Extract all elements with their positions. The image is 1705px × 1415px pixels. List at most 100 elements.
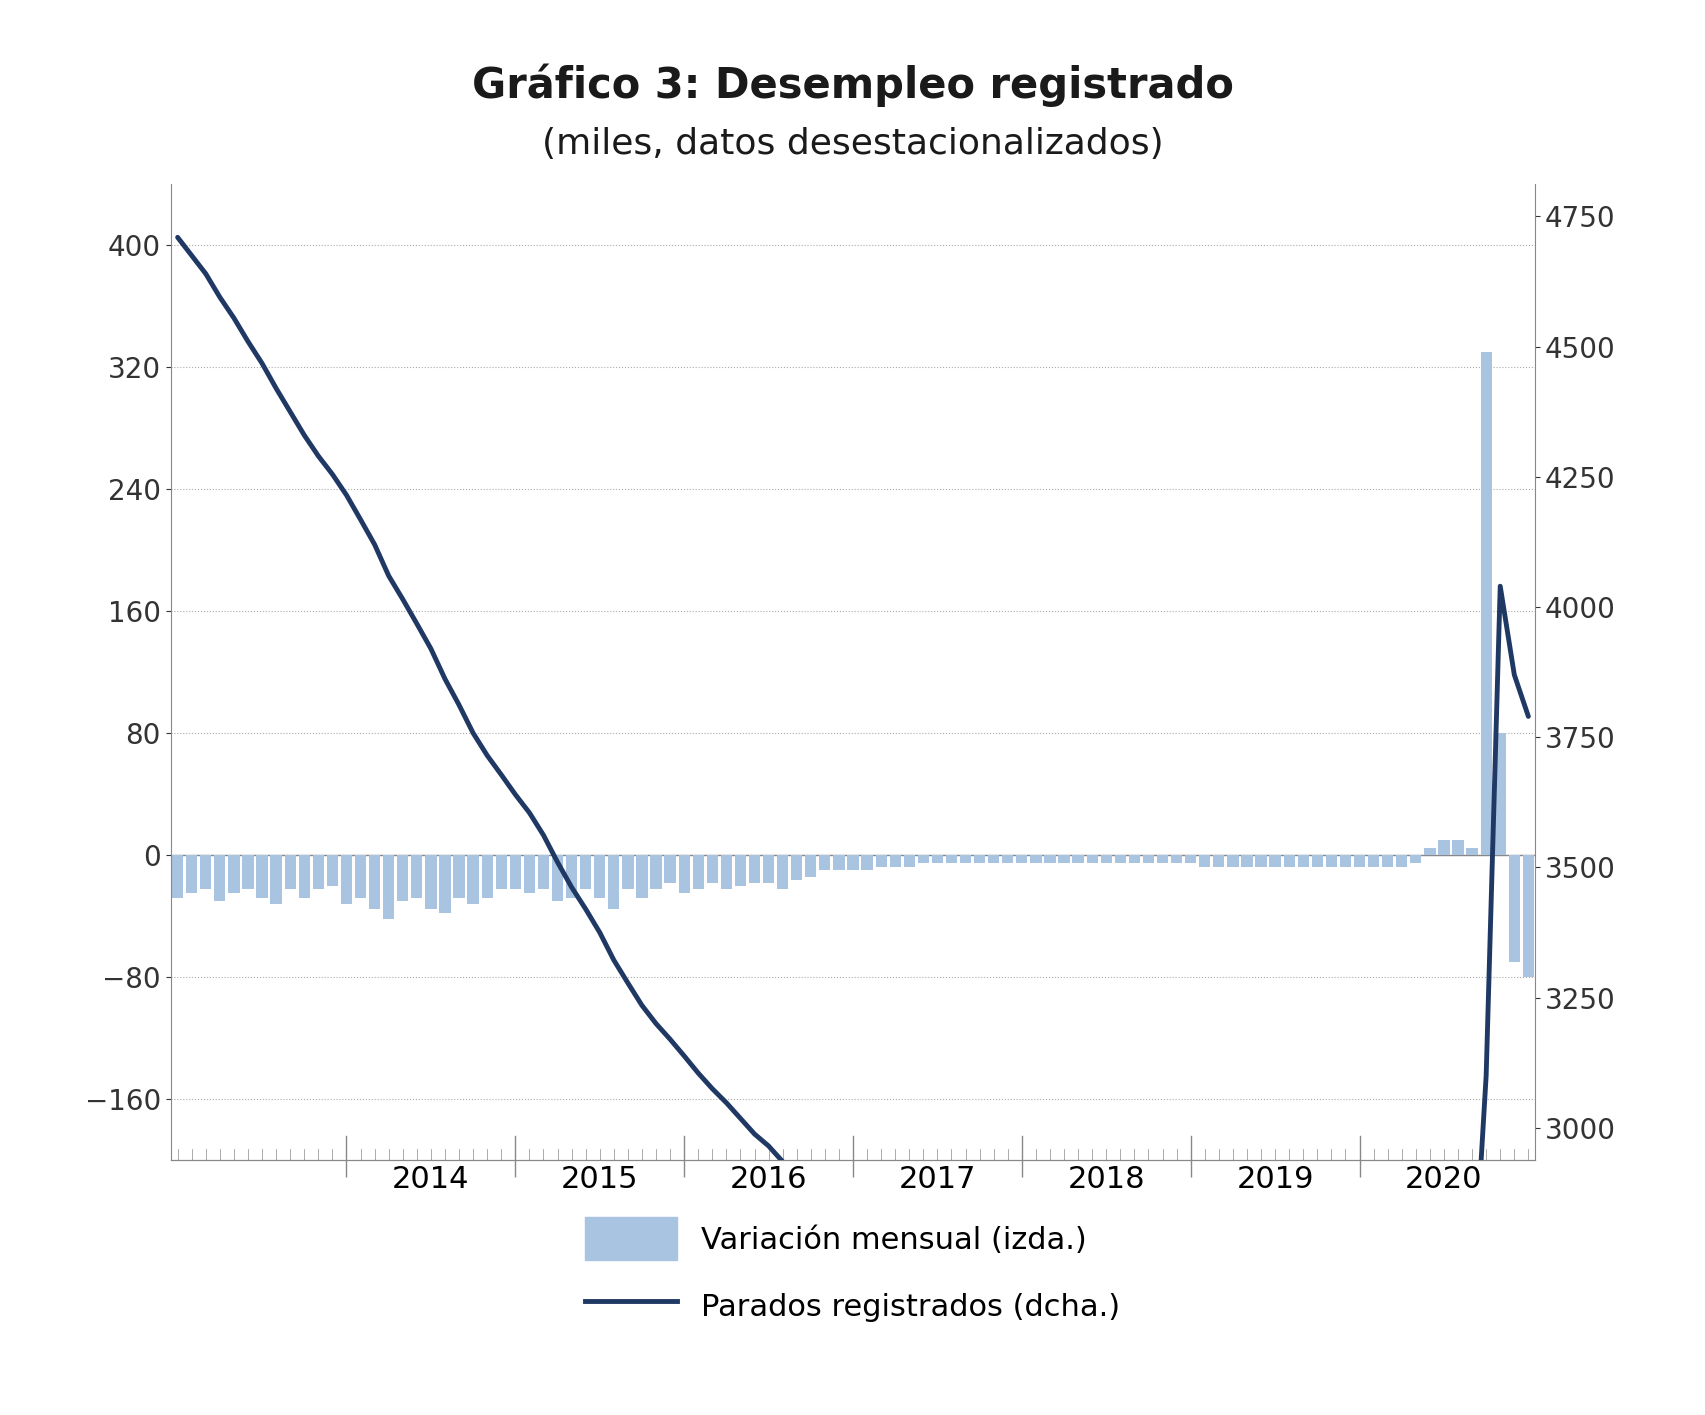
Bar	[832, 855, 844, 870]
Bar	[1170, 855, 1182, 863]
Bar	[960, 855, 970, 863]
Bar	[481, 855, 493, 899]
Bar	[1298, 855, 1308, 867]
Bar	[622, 855, 633, 889]
Bar	[904, 855, 914, 867]
Legend: Variación mensual (izda.), Parados registrados (dcha.): Variación mensual (izda.), Parados regis…	[573, 1206, 1132, 1340]
Bar	[186, 855, 198, 893]
Bar	[762, 855, 774, 883]
Bar	[847, 855, 858, 870]
Bar	[1086, 855, 1098, 863]
Bar	[1480, 352, 1490, 855]
Bar	[776, 855, 788, 889]
Bar	[496, 855, 506, 889]
Bar	[384, 855, 394, 920]
Bar	[607, 855, 619, 908]
Bar	[1269, 855, 1280, 867]
Bar	[650, 855, 662, 889]
Bar	[1325, 855, 1337, 867]
Bar	[1226, 855, 1238, 867]
Bar	[411, 855, 423, 899]
Bar	[1311, 855, 1321, 867]
Bar	[552, 855, 563, 901]
Bar	[467, 855, 479, 904]
Bar	[945, 855, 957, 863]
Bar	[566, 855, 576, 899]
Bar	[425, 855, 436, 908]
Bar	[523, 855, 535, 893]
Bar	[242, 855, 254, 889]
Bar	[1016, 855, 1026, 863]
Bar	[580, 855, 592, 889]
Bar	[1043, 855, 1055, 863]
Bar	[510, 855, 520, 889]
Bar	[312, 855, 324, 889]
Bar	[1185, 855, 1195, 863]
Bar	[987, 855, 999, 863]
Bar	[1282, 855, 1294, 867]
Bar	[636, 855, 648, 899]
Bar	[537, 855, 549, 889]
Bar	[1395, 855, 1407, 867]
Text: (miles, datos desestacionalizados): (miles, datos desestacionalizados)	[542, 127, 1163, 161]
Bar	[692, 855, 704, 889]
Bar	[1354, 855, 1364, 867]
Bar	[1129, 855, 1139, 863]
Bar	[397, 855, 407, 901]
Bar	[679, 855, 689, 893]
Bar	[285, 855, 295, 889]
Bar	[663, 855, 675, 883]
Bar	[1367, 855, 1378, 867]
Bar	[1338, 855, 1350, 867]
Bar	[735, 855, 745, 886]
Bar	[1494, 733, 1506, 855]
Bar	[917, 855, 929, 863]
Bar	[931, 855, 943, 863]
Bar	[1424, 848, 1434, 855]
Bar	[1410, 855, 1420, 863]
Bar	[1030, 855, 1042, 863]
Bar	[1451, 841, 1463, 855]
Bar	[341, 855, 351, 904]
Bar	[327, 855, 338, 886]
Bar	[805, 855, 817, 876]
Bar	[1113, 855, 1125, 863]
Bar	[720, 855, 731, 889]
Bar	[1381, 855, 1393, 867]
Bar	[1057, 855, 1069, 863]
Bar	[888, 855, 900, 867]
Bar	[1156, 855, 1168, 863]
Bar	[593, 855, 605, 899]
Bar	[355, 855, 367, 899]
Bar	[228, 855, 239, 893]
Text: Gráfico 3: Desempleo registrado: Gráfico 3: Desempleo registrado	[472, 64, 1233, 108]
Bar	[215, 855, 225, 901]
Bar	[1072, 855, 1083, 863]
Bar	[172, 855, 182, 899]
Bar	[791, 855, 801, 880]
Bar	[256, 855, 268, 899]
Bar	[1437, 841, 1449, 855]
Bar	[1255, 855, 1265, 867]
Bar	[748, 855, 760, 883]
Bar	[298, 855, 310, 899]
Bar	[974, 855, 985, 863]
Bar	[271, 855, 281, 904]
Bar	[1100, 855, 1112, 863]
Bar	[861, 855, 873, 870]
Bar	[1507, 855, 1519, 962]
Bar	[1523, 855, 1533, 978]
Bar	[875, 855, 887, 867]
Bar	[706, 855, 718, 883]
Bar	[1199, 855, 1209, 867]
Bar	[454, 855, 464, 899]
Bar	[368, 855, 380, 908]
Bar	[1212, 855, 1224, 867]
Bar	[1001, 855, 1013, 863]
Bar	[440, 855, 450, 913]
Bar	[199, 855, 211, 889]
Bar	[1241, 855, 1251, 867]
Bar	[818, 855, 830, 870]
Bar	[1466, 848, 1477, 855]
Bar	[1142, 855, 1153, 863]
